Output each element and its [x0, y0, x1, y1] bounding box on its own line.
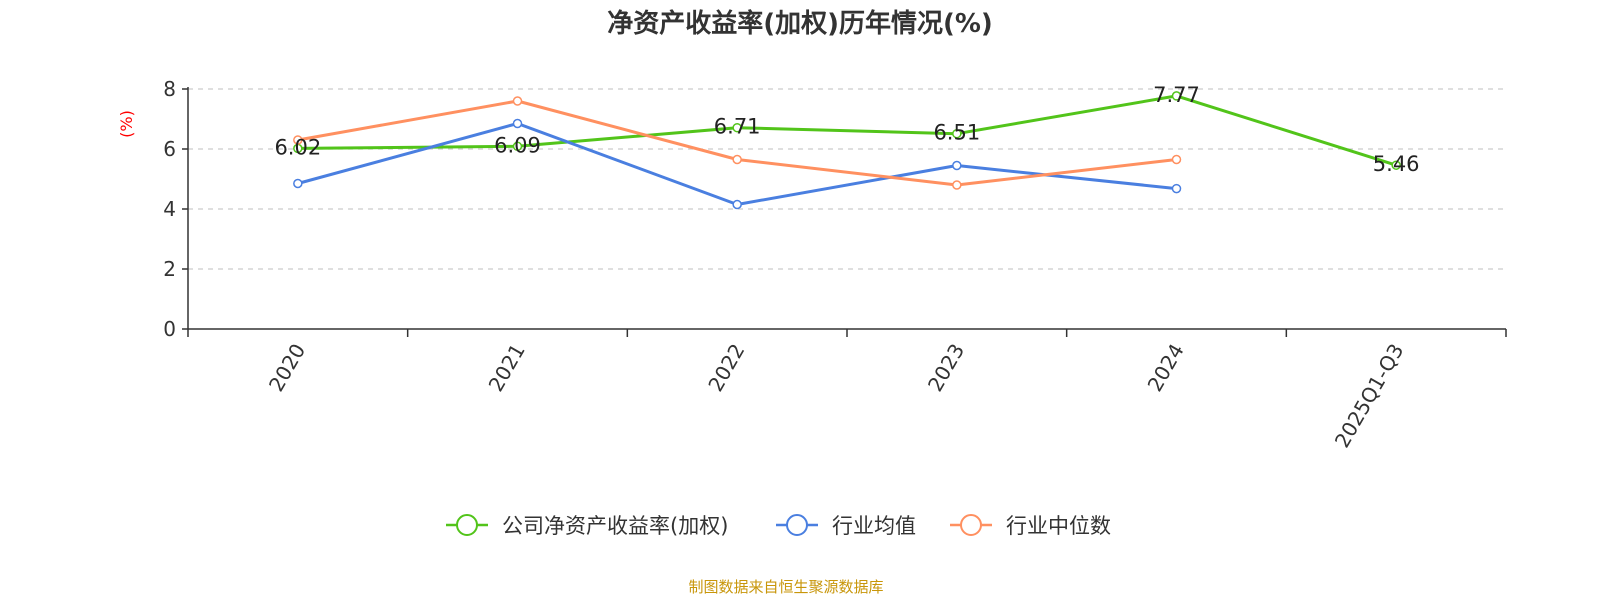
series-point-1 [293, 178, 303, 189]
y-tick-label: 2 [163, 257, 176, 281]
series-point-2 [512, 96, 523, 106]
x-axis: 2020 2021 2022 2023 2024 2025Q1-Q3 [187, 328, 1507, 452]
x-tick-label: 2025Q1-Q3 [1330, 340, 1409, 452]
legend-label: 公司净资产收益率(加权) [502, 514, 728, 538]
y-tick-label: 0 [163, 317, 176, 341]
series-point-1 [732, 199, 742, 210]
data-label: 6.02 [274, 135, 321, 159]
y-tick-label: 8 [163, 77, 176, 101]
series-point-1 [512, 118, 523, 129]
source-note: 制图数据来自恒生聚源数据库 [688, 578, 883, 596]
y-tick-label: 6 [163, 137, 176, 161]
x-tick-label: 2023 [923, 340, 969, 396]
series-point-0 [952, 128, 962, 139]
data-label: 7.77 [1153, 83, 1200, 107]
series-layer [293, 91, 1401, 210]
legend[interactable]: 公司净资产收益率(加权) 行业均值 行业中位数 [446, 514, 1111, 538]
x-tick-label: 2021 [484, 340, 530, 396]
series-point-2 [1171, 154, 1182, 165]
series-point-2 [293, 135, 303, 145]
legend-circle-icon [960, 514, 982, 536]
legend-item-0[interactable]: 公司净资产收益率(加权) [446, 514, 728, 538]
x-tick-label: 2020 [264, 340, 310, 396]
series-point-1 [1171, 183, 1182, 194]
data-labels: 6.02 6.09 6.71 6.51 7.77 5.46 [274, 83, 1419, 176]
legend-item-1[interactable]: 行业均值 [776, 514, 916, 538]
y-tick-label: 4 [163, 197, 176, 221]
y-axis: 0 2 4 6 8 [163, 77, 189, 341]
gridlines [188, 88, 1506, 270]
series-point-2 [732, 154, 742, 165]
series-point-0 [732, 122, 742, 133]
legend-item-2[interactable]: 行业中位数 [950, 514, 1111, 538]
series-line-0 [297, 94, 1397, 167]
series-point-0 [1171, 91, 1182, 101]
series-point-1 [952, 160, 962, 171]
series-point-2 [952, 180, 962, 190]
x-tick-label: 2022 [703, 340, 749, 396]
series-point-0 [512, 141, 523, 152]
series-point-0 [1391, 160, 1401, 170]
legend-circle-icon [786, 514, 808, 536]
data-label: 6.51 [933, 121, 980, 145]
x-tick-label: 2024 [1143, 340, 1189, 396]
series-line-2 [297, 99, 1177, 187]
data-label: 6.09 [494, 133, 541, 157]
legend-circle-icon [456, 514, 478, 536]
legend-label: 行业中位数 [1006, 514, 1111, 538]
data-label: 5.46 [1373, 152, 1420, 176]
chart-title: 净资产收益率(加权)历年情况(%) [607, 8, 993, 39]
legend-label: 行业均值 [832, 514, 916, 538]
y-axis-label: (%) [117, 110, 136, 138]
data-label: 6.71 [714, 115, 761, 139]
